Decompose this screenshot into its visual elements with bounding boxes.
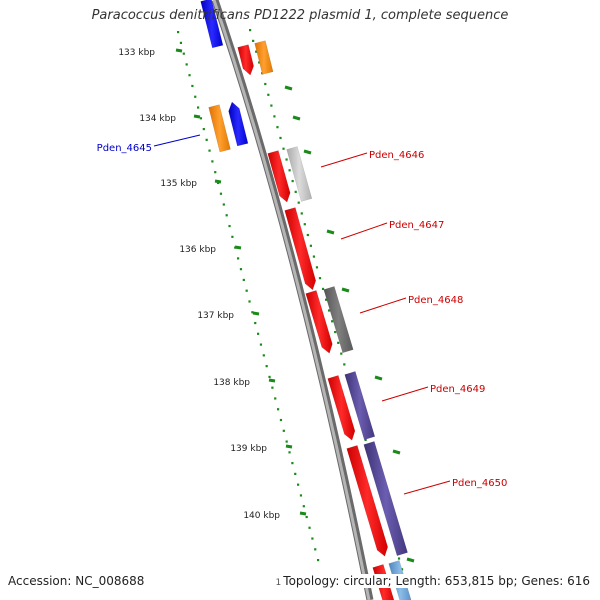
- reverse-cds-feature-pden-4645: [228, 101, 249, 147]
- scale-tick-label: 140 kbp: [243, 511, 280, 521]
- scale-tick-label: 136 kbp: [179, 245, 216, 255]
- tick-dot-tracks: [177, 29, 415, 582]
- reverse-cds-feature: [200, 0, 224, 49]
- scale-tick-mark: [268, 378, 276, 383]
- accession-text: Accession: NC_008688: [8, 574, 145, 588]
- gene-features: [200, 0, 412, 600]
- scale-tick-mark: [285, 444, 293, 449]
- cds-feature: [237, 44, 254, 76]
- outer-track-dashes: [284, 85, 415, 563]
- dark-gray-feature: [323, 286, 354, 354]
- summary-text: Topology: circular; Length: 653,815 bp; …: [283, 574, 590, 588]
- orange-feature: [254, 40, 274, 75]
- scale-tick-mark: [234, 245, 242, 250]
- stray-digit: 1: [275, 578, 282, 588]
- scale-tick-label: 137 kbp: [197, 311, 234, 321]
- map-summary: 1 Topology: circular; Length: 653,815 bp;…: [275, 574, 590, 588]
- cds-feature-pden-4646: [267, 150, 291, 203]
- gene-label-leader: [153, 134, 201, 147]
- cds-feature-pden-4647: [284, 207, 317, 291]
- scale-tick-label: 134 kbp: [139, 114, 176, 124]
- cds-feature-pden-4648: [305, 290, 333, 354]
- gene-label-pden-4647[interactable]: Pden_4647: [389, 220, 444, 231]
- scale-tick-label: 139 kbp: [230, 444, 267, 454]
- map-title: Paracoccus denitrificans PD1222 plasmid …: [91, 8, 509, 23]
- gene-label-pden-4650[interactable]: Pden_4650: [452, 478, 507, 489]
- scale-tick-label: 133 kbp: [118, 48, 155, 58]
- scale-tick-mark: [175, 48, 183, 53]
- gene-label-leader: [403, 480, 451, 495]
- gene-label-leader: [381, 386, 429, 402]
- scale-tick-label: 135 kbp: [160, 179, 197, 189]
- scale-tick-mark: [214, 179, 222, 184]
- backbone-line: [211, 0, 374, 600]
- gene-label-leader: [320, 152, 368, 168]
- light-gray-feature: [286, 146, 313, 202]
- gene-label-leader: [340, 222, 388, 240]
- purple-feature: [363, 441, 408, 556]
- gene-label-pden-4649[interactable]: Pden_4649: [430, 384, 485, 395]
- orange-feature: [208, 104, 231, 153]
- scale-ticks: 133 kbp 134 kbp 135 kbp 136 kbp 137 kbp 138 k…: [118, 48, 307, 521]
- purple-feature: [344, 371, 376, 441]
- scale-tick-mark: [299, 511, 307, 516]
- gene-labels: Pden_4645 Pden_4646 Pden_4647 Pden_4648 Pden…: [97, 134, 507, 495]
- scale-tick-mark: [252, 311, 260, 316]
- plasmid-backbone: [211, 0, 374, 600]
- gene-label-pden-4648[interactable]: Pden_4648: [408, 295, 463, 306]
- gene-label-leader: [359, 297, 407, 314]
- scale-tick-mark: [193, 114, 201, 119]
- gene-label-pden-4645[interactable]: Pden_4645: [97, 143, 152, 154]
- cds-feature-pden-4649: [327, 375, 356, 441]
- gene-label-pden-4646[interactable]: Pden_4646: [369, 150, 424, 161]
- scale-tick-label: 138 kbp: [213, 378, 250, 388]
- cds-feature-pden-4650: [346, 445, 388, 557]
- backbone-highlight: [212, 0, 371, 600]
- inner-dot-track: [177, 31, 320, 562]
